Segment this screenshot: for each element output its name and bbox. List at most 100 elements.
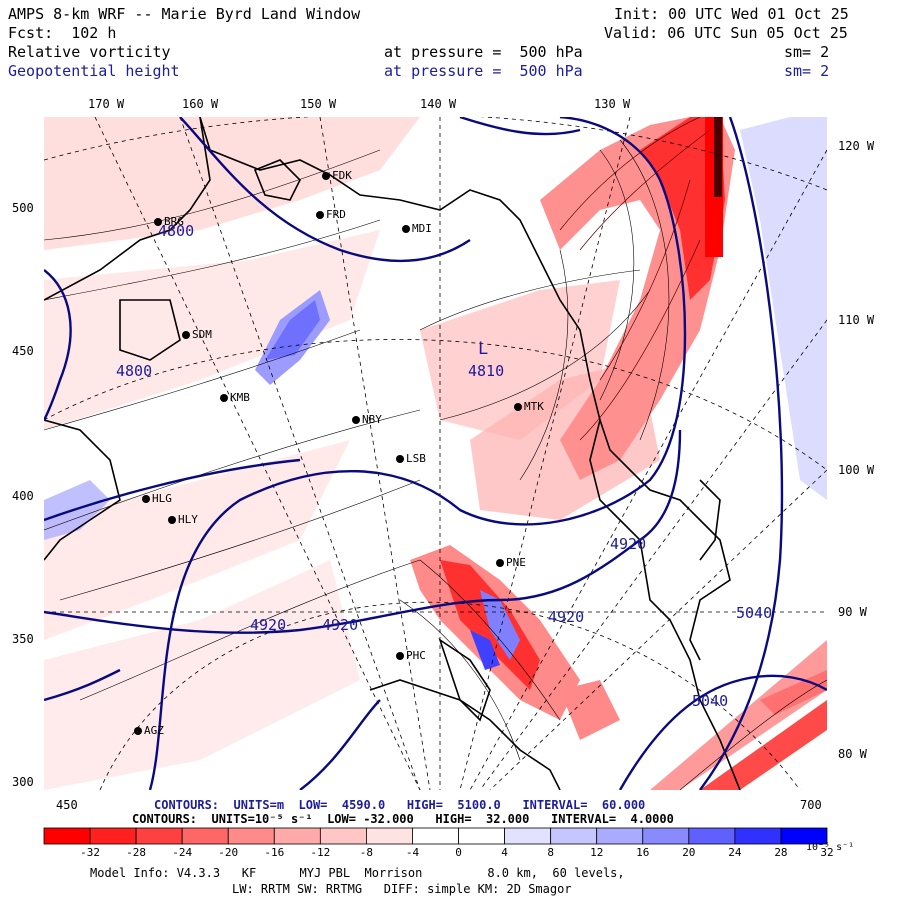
station-label: HLG — [152, 492, 172, 505]
station-dot — [316, 211, 324, 219]
vorticity-contour-legend: CONTOURS: UNITS=10⁻⁵ s⁻¹ LOW= -32.000 HI… — [132, 812, 674, 826]
colorbar-label: -24 — [172, 846, 193, 859]
station-dot — [220, 394, 228, 402]
height-label: 4920 — [250, 616, 287, 634]
station-dot — [134, 727, 142, 735]
colorbar-label: -32 — [80, 846, 100, 859]
height-label: 4800 — [158, 222, 195, 240]
colorbar-label: -4 — [405, 846, 420, 859]
height-label: 4810 — [468, 362, 505, 380]
colorbar-segment — [596, 827, 644, 845]
colorbar-segment — [366, 827, 413, 845]
station-label: FRD — [326, 208, 346, 221]
top-lon-label: 170 W — [88, 97, 125, 111]
colorbar-segment — [688, 827, 736, 845]
colorbar-segment — [550, 827, 598, 845]
left-axis-label: 300 — [12, 775, 34, 789]
station-dot — [322, 172, 330, 180]
colorbar-segment — [135, 827, 183, 845]
station-label: HLY — [178, 513, 198, 526]
field1-name: Relative vorticity — [8, 43, 171, 61]
left-axis-label: 450 — [12, 344, 34, 358]
model-info: Model Info: V4.3.3 KF MYJ PBL Morrison 8… — [90, 866, 625, 880]
colorbar-label: -12 — [310, 846, 331, 859]
colorbar-label: 8 — [547, 846, 554, 859]
bottom-axis-label: 450 — [56, 798, 78, 812]
station-dot — [396, 455, 404, 463]
top-lon-label: 130 W — [594, 97, 631, 111]
vorticity-field — [44, 117, 827, 790]
colorbar-segment — [181, 827, 229, 845]
map-title: AMPS 8-km WRF -- Marie Byrd Land Window — [8, 5, 361, 23]
station-dot — [154, 218, 162, 226]
band-contours — [559, 117, 711, 441]
colorbar-label: 4 — [501, 846, 508, 859]
station-label: PNE — [506, 556, 526, 569]
right-lon-label: 110 W — [838, 313, 875, 327]
colorbar-segment — [319, 827, 367, 845]
station-label: AGZ — [144, 724, 164, 737]
station-label: SDM — [192, 328, 212, 341]
valid-time: Valid: 06 UTC Sun 05 Oct 25 — [604, 24, 848, 42]
station-label: LSB — [406, 452, 426, 465]
vorticity-contours — [44, 139, 827, 790]
field1-level: at pressure = 500 hPa — [384, 43, 583, 61]
init-time: Init: 00 UTC Wed 01 Oct 25 — [614, 5, 849, 23]
station-dot — [142, 495, 150, 503]
colorbar-unit: 10⁻⁵ s⁻¹ — [806, 842, 855, 853]
latlon-grid — [44, 117, 827, 790]
colorbar-label: 32 — [820, 846, 834, 859]
colorbar-segment — [412, 827, 459, 845]
model-info-2: LW: RRTM SW: RRTMG DIFF: simple KM: 2D S… — [232, 882, 572, 896]
right-lon-label: 120 W — [838, 139, 875, 153]
bottom-axis-label: 700 — [800, 798, 822, 812]
left-axis-label: 400 — [12, 489, 34, 503]
colorbar-label: 28 — [774, 846, 788, 859]
left-axis-label: 350 — [12, 632, 34, 646]
top-lon-label: 160 W — [182, 97, 219, 111]
colorbar-segment — [43, 827, 91, 845]
low-pressure-marker: L — [478, 339, 489, 359]
colorbar-segment — [504, 827, 552, 845]
right-lon-label: 80 W — [838, 747, 867, 761]
height-label: 4920 — [322, 616, 359, 634]
colorbar-segment — [780, 827, 828, 845]
field1-smoothing: sm= 2 — [784, 43, 830, 61]
right-lon-label: 100 W — [838, 463, 875, 477]
station-label: MTK — [524, 400, 544, 413]
height-contour-legend: CONTOURS: UNITS=m LOW= 4590.0 HIGH= 5100… — [154, 798, 646, 812]
colorbar-label: 20 — [682, 846, 696, 859]
height-label: 4800 — [116, 362, 153, 380]
colorbar-label: 24 — [728, 846, 742, 859]
colorbar-label: -16 — [264, 846, 285, 859]
colorbar-segment — [227, 827, 275, 845]
height-label: 5040 — [692, 692, 729, 710]
station-dot — [168, 516, 176, 524]
field2-smoothing: sm= 2 — [784, 62, 830, 80]
station-label: BRG — [164, 215, 184, 228]
colorbar-segment — [642, 827, 690, 845]
station-label: PHC — [406, 649, 426, 662]
height-label: 4920 — [610, 535, 647, 553]
colorbar-segment — [734, 827, 782, 845]
station-dot — [396, 652, 404, 660]
left-axis-label: 500 — [12, 201, 34, 215]
station-label: FDK — [332, 169, 352, 182]
station-label: NBY — [362, 413, 382, 426]
station-dot — [352, 416, 360, 424]
station-dot — [514, 403, 522, 411]
station-dot — [402, 225, 410, 233]
colorbar-segment — [458, 827, 505, 845]
forecast-hour: Fcst: 102 h — [8, 24, 117, 42]
colorbar-label: 12 — [590, 846, 604, 859]
colorbar-segment — [273, 827, 321, 845]
colorbar-label: -8 — [359, 846, 374, 859]
station-dot — [496, 559, 504, 567]
height-label: 5040 — [736, 604, 773, 622]
field2-name: Geopotential height — [8, 62, 180, 80]
right-lon-label: 90 W — [838, 605, 867, 619]
geopotential-height-contours — [44, 117, 827, 790]
colorbar-label: 0 — [455, 846, 462, 859]
colorbar-label: -20 — [218, 846, 239, 859]
